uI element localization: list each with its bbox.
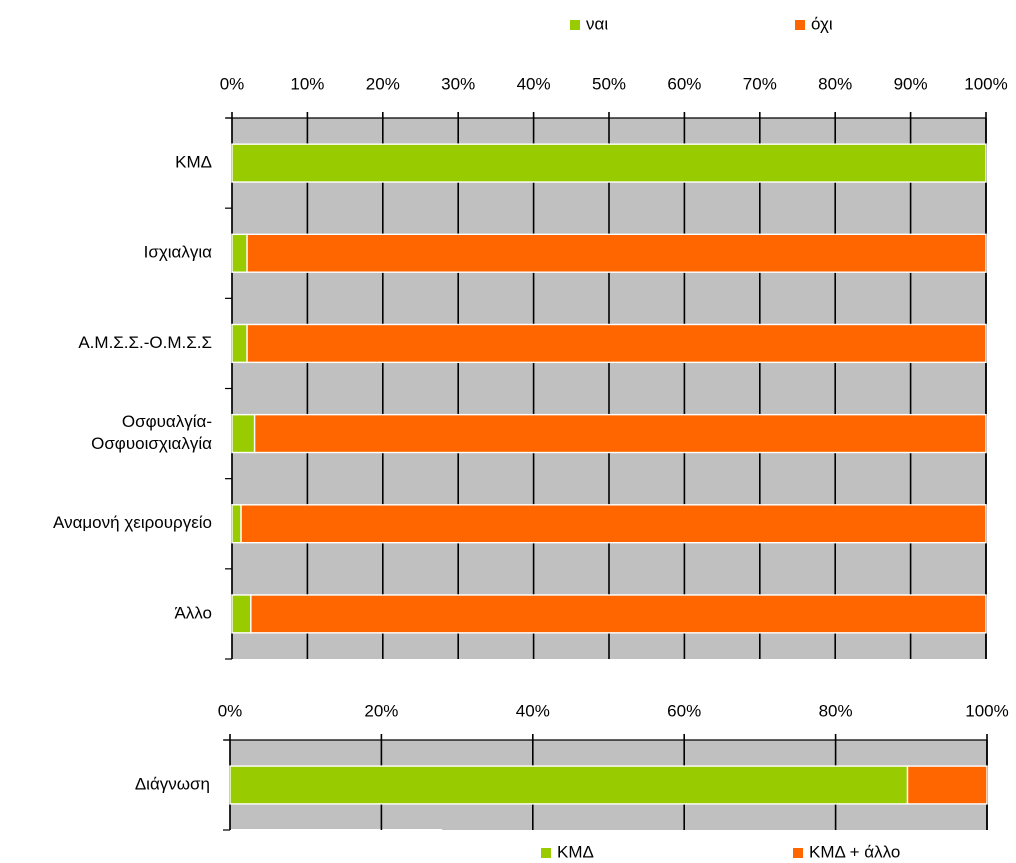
category-label: Αναμονή χειρουργείο: [53, 513, 212, 532]
x-tick-label: 100%: [964, 74, 1007, 93]
bar-series1: [229, 765, 909, 805]
x-tick-label: 10%: [290, 74, 324, 93]
bar-series2: [240, 504, 987, 544]
bar-series2: [246, 323, 987, 364]
x-tick-label: 0%: [218, 701, 243, 720]
x-tick-label: 70%: [743, 74, 777, 93]
bar-series2: [250, 594, 987, 634]
legend-label: ναι: [586, 14, 608, 33]
legend-swatch: [795, 20, 805, 30]
x-tick-label: 20%: [364, 701, 398, 720]
x-tick-label: 60%: [667, 701, 701, 720]
bar-series2: [246, 233, 987, 273]
legend-swatch: [541, 848, 551, 858]
category-label: ΚΜΔ: [175, 153, 212, 172]
bar-series2: [906, 765, 988, 805]
x-tick-label: 30%: [441, 74, 475, 93]
category-label: Α.Μ.Σ.Σ.-Ο.Μ.Σ.Σ: [78, 333, 212, 352]
category-label: Οσφυοισχιαλγία: [91, 434, 212, 453]
bar-series1: [231, 143, 987, 183]
legend-swatch: [570, 20, 580, 30]
legend-label: ΚΜΔ: [557, 842, 594, 861]
chart-reasons: 0% 10% 20% 30% 40% 50% 60% 70% 80% 90% 100% ΚΜΔ Ισχι…: [53, 14, 1008, 660]
x-tick-label: 50%: [592, 74, 626, 93]
bar-series2: [253, 413, 987, 454]
x-tick-label: 80%: [819, 701, 853, 720]
bar-series1: [231, 233, 248, 273]
x-tick-label: 0%: [220, 74, 245, 93]
category-label: Διάγνωση: [135, 774, 210, 793]
chart-diagnosis: 0% 20% 40% 60% 80% 100% Διάγνωση ΚΜΔ ΚΜΔ + άλλο: [135, 701, 1009, 861]
legend-label: όχι: [811, 14, 833, 33]
x-tick-label: 80%: [818, 74, 852, 93]
x-tick-label: 20%: [366, 74, 400, 93]
bar-series1: [231, 594, 252, 634]
x-tick-label: 40%: [516, 701, 550, 720]
category-label: Άλλο: [174, 603, 212, 622]
bar-series1: [231, 504, 242, 544]
plot-area-gap: [230, 829, 442, 830]
legend-label: ΚΜΔ + άλλο: [809, 842, 900, 861]
legend-swatch: [793, 848, 803, 858]
x-tick-label: 60%: [667, 74, 701, 93]
category-label: Ισχιαλγια: [144, 243, 213, 262]
bar-series1: [231, 413, 256, 454]
x-tick-label: 100%: [965, 701, 1008, 720]
x-tick-label: 40%: [517, 74, 551, 93]
x-tick-label: 90%: [894, 74, 928, 93]
category-label: Οσφυαλγία-: [122, 412, 212, 431]
bar-series1: [231, 323, 248, 364]
